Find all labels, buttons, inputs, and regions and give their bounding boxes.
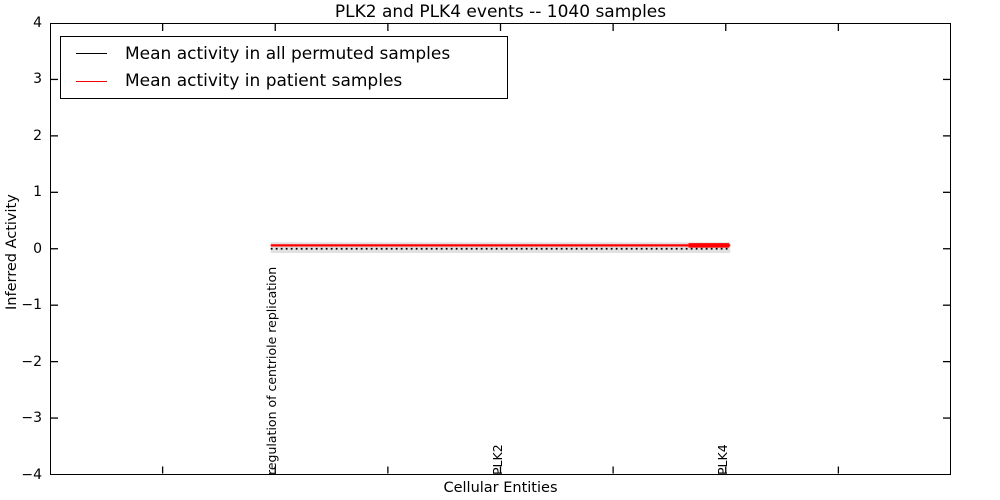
y-tick-label: 4 xyxy=(33,15,42,31)
y-tick-label: 2 xyxy=(33,127,42,144)
legend-line-patient-icon xyxy=(76,80,107,82)
y-tick-label: −3 xyxy=(21,410,42,427)
legend: Mean activity in all permuted samples Me… xyxy=(60,36,508,99)
legend-label-patient: Mean activity in patient samples xyxy=(125,71,403,92)
legend-item-patient: Mean activity in patient samples xyxy=(61,68,507,94)
chart-title: PLK2 and PLK4 events -- 1040 samples xyxy=(334,2,667,22)
y-tick-label: −1 xyxy=(21,297,42,314)
y-tick-label: −4 xyxy=(21,466,42,483)
x-axis-label: Cellular Entities xyxy=(443,480,558,496)
y-tick-label: 3 xyxy=(33,71,42,88)
y-tick-label: 0 xyxy=(33,240,42,257)
std-band xyxy=(270,242,731,253)
y-tick-label: 1 xyxy=(33,184,42,201)
legend-line-permuted-icon xyxy=(76,53,107,55)
legend-item-permuted: Mean activity in all permuted samples xyxy=(61,41,507,67)
y-tick-label: −2 xyxy=(21,353,42,370)
legend-label-permuted: Mean activity in all permuted samples xyxy=(125,43,451,64)
